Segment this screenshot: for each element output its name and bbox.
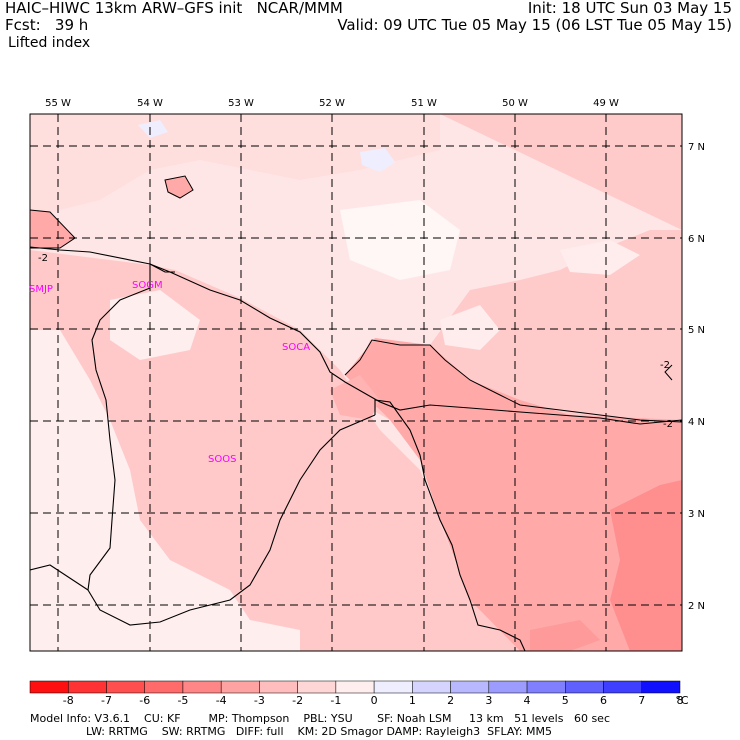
graticule <box>30 114 682 651</box>
colorbar-swatch <box>220 680 260 694</box>
lat-label: 2 N <box>688 601 705 612</box>
init-time: Init: 18 UTC Sun 03 May 15 <box>527 0 732 17</box>
colorbar-tick-label: 4 <box>524 694 531 707</box>
colorbar-tick-label: 3 <box>485 694 492 707</box>
contour-label: -2 <box>660 360 670 371</box>
colorbar-tick-label: 1 <box>409 694 416 707</box>
colorbar-swatch <box>488 680 528 694</box>
map-frame <box>29 113 683 652</box>
colorbar-swatch <box>297 680 337 694</box>
lon-label: 50 W <box>502 98 528 109</box>
colorbar-swatch <box>603 680 643 694</box>
model-info-line2: LW: RRTMG SW: RRTMG DIFF: full KM: 2D Sm… <box>30 725 552 738</box>
lon-label: 52 W <box>319 98 345 109</box>
colorbar-tick-label: 0 <box>371 694 378 707</box>
station-soos: SOOS <box>208 454 236 465</box>
station-smjp: SMJP <box>29 284 53 295</box>
colorbar-swatch <box>526 680 566 694</box>
lon-label: 51 W <box>411 98 437 109</box>
colorbar-swatch <box>67 680 107 694</box>
colorbar-swatch <box>335 680 375 694</box>
colorbar-swatch <box>450 680 490 694</box>
colorbar-tick-label: -2 <box>292 694 303 707</box>
lat-label: 7 N <box>688 142 705 153</box>
contour-label: -2 <box>663 419 673 430</box>
colorbar-tick-label: -7 <box>101 694 112 707</box>
colorbar-swatch <box>373 680 413 694</box>
contour-label: -2 <box>38 253 48 264</box>
contour-labels: -2 -2 -2 <box>38 253 673 430</box>
shaded-field <box>30 114 682 651</box>
contour-lines <box>30 175 682 423</box>
longitude-labels: 55 W 54 W 53 W 52 W 51 W 50 W 49 W <box>45 98 619 109</box>
lat-label: 4 N <box>688 417 705 428</box>
colorbar-swatch <box>565 680 604 694</box>
lat-label: 3 N <box>688 509 705 520</box>
colorbar-tick-label: -5 <box>177 694 188 707</box>
colorbar-tick-label: 5 <box>562 694 569 707</box>
field-name: Lifted index <box>8 35 91 51</box>
colorbar-swatch <box>412 680 451 694</box>
colorbar-swatch <box>29 680 69 694</box>
colorbar-tick-label: 7 <box>638 694 645 707</box>
lon-label: 54 W <box>137 98 163 109</box>
lon-label: 53 W <box>228 98 254 109</box>
colorbar-tick-label: 2 <box>447 694 454 707</box>
colorbar-tick-label: 6 <box>600 694 607 707</box>
colorbar-swatch <box>259 680 298 694</box>
colorbar: -8 -7 -6 -5 -4 -3 -2 -1 0 1 2 3 4 5 6 7 8°C <box>29 680 689 707</box>
forecast-hour: Fcst: 39 h <box>5 16 89 34</box>
lon-label: 55 W <box>45 98 71 109</box>
model-info-line1: Model Info: V3.6.1 CU: KF MP: Thompson P… <box>30 712 610 725</box>
colorbar-tick-label: -3 <box>254 694 265 707</box>
colorbar-unit: °C <box>675 694 689 707</box>
coastlines-borders <box>30 246 682 651</box>
colorbar-tick-label: -6 <box>139 694 150 707</box>
colorbar-swatch <box>641 680 681 694</box>
model-title: HAIC–HIWC 13km ARW–GFS init NCAR/MMM <box>5 0 343 17</box>
colorbar-swatch <box>144 680 184 694</box>
colorbar-swatch <box>182 680 222 694</box>
station-soca: SOCA <box>282 342 310 353</box>
colorbar-swatch <box>106 680 145 694</box>
colorbar-tick-label: -8 <box>63 694 74 707</box>
lon-label: 49 W <box>593 98 619 109</box>
colorbar-tick-label: 8 <box>677 694 684 707</box>
valid-time: Valid: 09 UTC Tue 05 May 15 (06 LST Tue … <box>337 16 732 34</box>
lat-label: 5 N <box>688 325 705 336</box>
latitude-labels: 7 N 6 N 5 N 4 N 3 N 2 N <box>688 142 705 612</box>
colorbar-tick-label: -1 <box>330 694 341 707</box>
station-labels: SMJP SOGM SOCA SOOS <box>29 280 310 465</box>
station-sogm: SOGM <box>132 280 163 291</box>
lat-label: 6 N <box>688 234 705 245</box>
colorbar-tick-label: -4 <box>216 694 227 707</box>
